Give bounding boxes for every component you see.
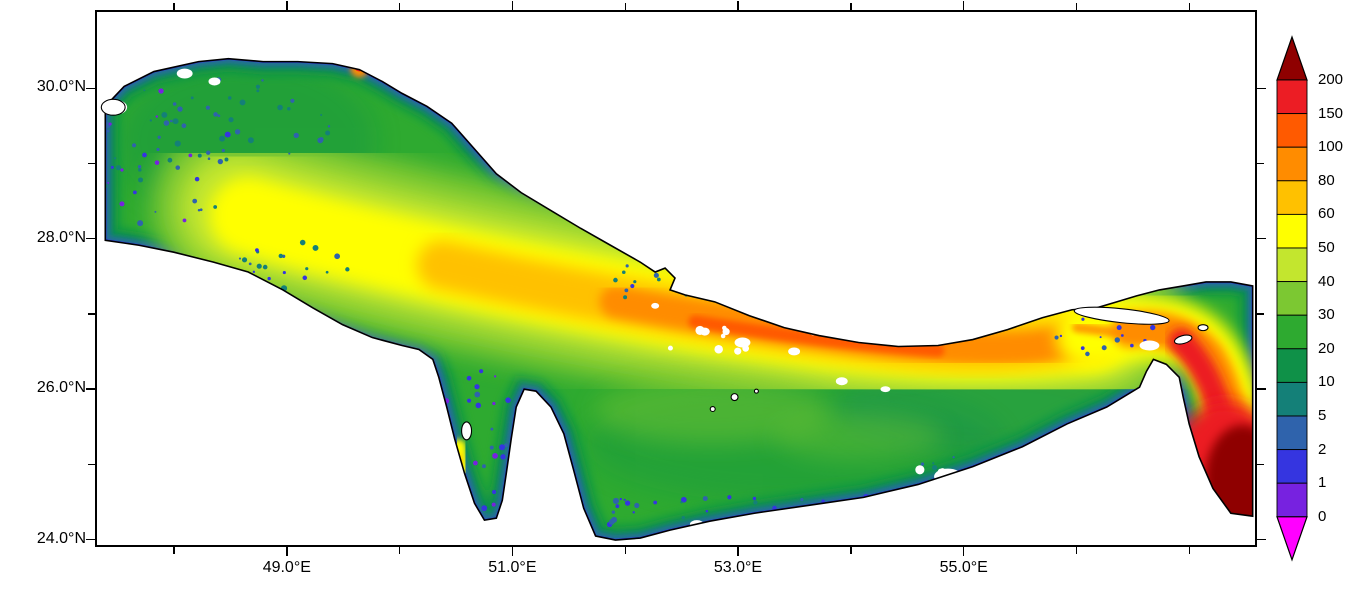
colorbar-tick-label: 30 — [1318, 306, 1335, 324]
y-axis-label: 24.0°N — [36, 529, 86, 547]
y-axis-tick — [1257, 162, 1264, 165]
x-axis-tick — [398, 3, 401, 10]
colorbar-tick-label: 50 — [1318, 239, 1335, 256]
x-axis-tick — [624, 547, 626, 554]
x-axis-tick — [737, 1, 739, 10]
colorbar — [1276, 35, 1308, 562]
y-axis-tick — [1257, 237, 1266, 240]
x-axis-label: 53.0°E — [713, 559, 763, 576]
x-axis-label: 49.0°E — [262, 559, 311, 576]
x-axis-tick — [511, 547, 514, 556]
colorbar-segment — [1276, 415, 1308, 451]
central-deep-band — [151, 118, 1189, 424]
x-axis-tick — [850, 3, 852, 10]
y-axis-label: 28.0°N — [36, 228, 86, 246]
plot-area — [95, 10, 1257, 547]
x-axis-label: 51.0°E — [488, 559, 537, 576]
colorbar-tick-label: 1 — [1318, 474, 1327, 492]
x-axis-tick — [737, 547, 739, 556]
y-axis-tick — [88, 463, 95, 465]
colorbar-tick-label: 150 — [1318, 104, 1344, 122]
hormuz-gulf-of-oman-deep — [1056, 297, 1253, 537]
colorbar-tick-label: 0 — [1318, 507, 1327, 525]
colorbar-segment — [1276, 482, 1308, 518]
colorbar-tick-label: 20 — [1318, 339, 1335, 357]
x-axis-tick — [511, 1, 514, 10]
y-axis-label: 26.0°N — [36, 379, 86, 397]
colorbar-tick-label: 100 — [1318, 138, 1344, 156]
x-axis-tick — [173, 547, 175, 554]
x-axis-tick — [962, 547, 965, 556]
colorbar-segment — [1276, 213, 1308, 249]
colorbar-tick-label: 200 — [1318, 71, 1344, 88]
x-axis-tick — [624, 3, 626, 10]
colorbar-segment — [1276, 146, 1308, 182]
x-axis-tick — [1075, 3, 1078, 10]
x-axis-tick — [850, 547, 852, 554]
y-axis-tick — [88, 162, 95, 165]
x-axis-label: 55.0°E — [939, 559, 988, 576]
colorbar-segment — [1276, 449, 1308, 484]
y-axis-tick — [1257, 538, 1266, 541]
colorbar-segment — [1276, 348, 1308, 383]
colorbar-tick-label: 2 — [1318, 440, 1327, 458]
colorbar-over-arrow — [1276, 35, 1308, 81]
x-axis-tick — [962, 1, 965, 10]
colorbar-segment — [1276, 79, 1308, 115]
islands — [100, 98, 1209, 441]
y-axis-tick — [1257, 463, 1264, 465]
colorbar-tick-label: 60 — [1318, 205, 1335, 223]
gulf-water-shading — [105, 58, 1253, 541]
x-axis-tick — [1075, 547, 1078, 554]
x-axis-tick — [286, 1, 288, 10]
colorbar-segment — [1276, 113, 1308, 148]
colorbar-tick-label: 5 — [1318, 407, 1327, 424]
colorbar-segment — [1276, 180, 1308, 215]
colorbar-segment — [1276, 281, 1308, 316]
colorbar-tick-label: 40 — [1318, 272, 1335, 290]
y-axis-tick — [88, 313, 95, 315]
x-axis-tick — [1188, 3, 1191, 10]
persian-gulf-map — [100, 57, 1254, 541]
colorbar-tick-label: 80 — [1318, 171, 1335, 189]
y-axis-tick — [1257, 313, 1264, 315]
colorbar-segment — [1276, 247, 1308, 283]
y-axis-tick — [86, 538, 95, 541]
x-axis-tick — [398, 547, 401, 554]
colorbar-segment — [1276, 381, 1308, 417]
x-axis-tick — [286, 547, 288, 556]
y-axis-tick — [86, 237, 95, 240]
x-axis-tick — [1188, 547, 1191, 554]
colorbar-segment — [1276, 314, 1308, 350]
y-axis-tick — [86, 87, 95, 89]
y-axis-tick — [1257, 388, 1266, 390]
colorbar-tick-label: 10 — [1318, 373, 1335, 391]
colorbar-under-arrow — [1276, 516, 1308, 562]
y-axis-label: 30.0°N — [36, 78, 86, 96]
y-axis-tick — [1257, 87, 1266, 89]
x-axis-tick — [173, 3, 175, 10]
y-axis-tick — [86, 388, 95, 390]
